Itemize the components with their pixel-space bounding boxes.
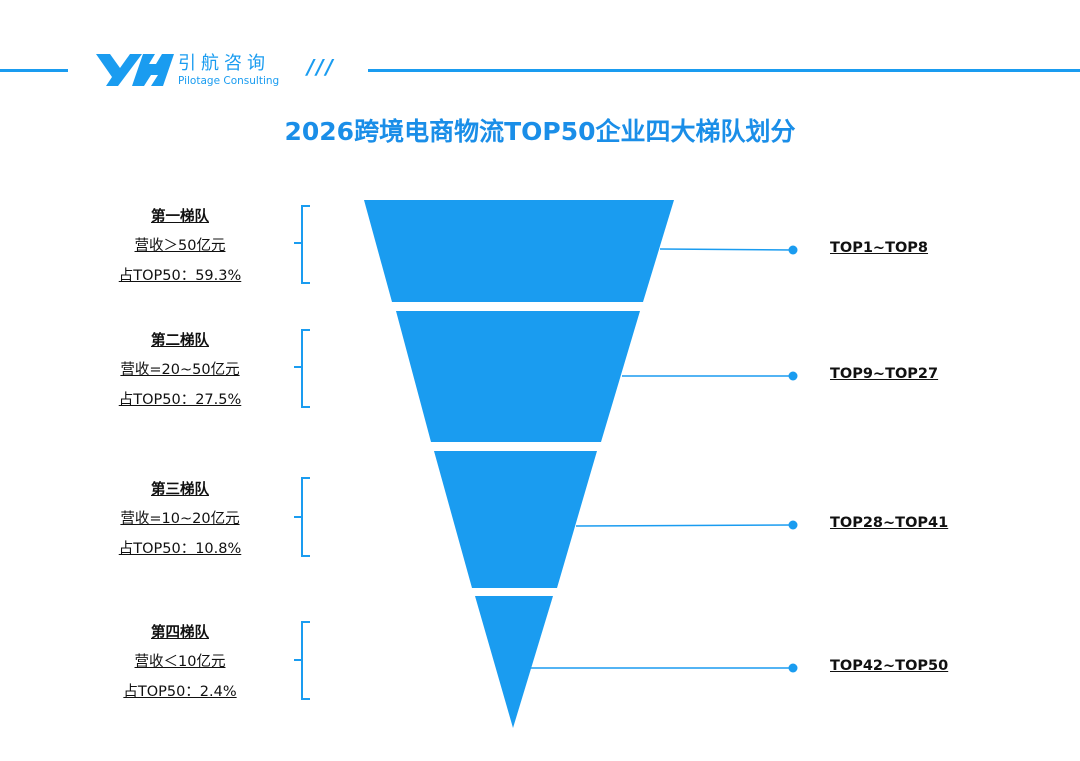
connector-tier-3 — [575, 520, 798, 530]
brand-name-en: Pilotage Consulting — [178, 75, 280, 87]
tier-4-share: 占TOP50：2.4% — [123, 684, 237, 700]
tier-4-rank-range: TOP42~TOP50 — [830, 658, 949, 674]
yh-logo-icon — [96, 54, 174, 86]
tier-3-share: 占TOP50：10.8% — [118, 541, 242, 557]
tier-3-revenue: 营收=10~20亿元 — [120, 511, 240, 527]
tier-1-name: 第一梯队 — [151, 209, 209, 225]
tier-4-name: 第四梯队 — [151, 625, 209, 641]
connector-tier-1 — [659, 245, 798, 255]
connector-tier-2 — [622, 371, 798, 381]
bracket-tier-3 — [294, 477, 310, 557]
brand-name-cn: 引航咨询 — [178, 53, 270, 74]
bracket-tier-4 — [294, 621, 310, 700]
tier-2-share: 占TOP50：27.5% — [118, 392, 242, 408]
page-title: 2026跨境电商物流TOP50企业四大梯队划分 — [284, 117, 796, 146]
tier-2-name: 第二梯队 — [151, 333, 209, 349]
tier-2-revenue: 营收=20~50亿元 — [120, 362, 240, 378]
tier-2-rank-range: TOP9~TOP27 — [830, 366, 939, 382]
funnel-tier-4 — [475, 596, 553, 728]
tier-1-rank-range: TOP1~TOP8 — [830, 240, 929, 256]
bracket-tier-2 — [294, 329, 310, 408]
header-line-left — [0, 69, 68, 72]
tier-3-name: 第三梯队 — [151, 482, 209, 498]
connector-tier-4 — [530, 663, 798, 673]
header-slashes: /// — [307, 55, 335, 79]
tier-3-rank-range: TOP28~TOP41 — [830, 515, 949, 531]
funnel-tier-2 — [396, 311, 640, 442]
tier-1-share: 占TOP50：59.3% — [118, 268, 242, 284]
bracket-tier-1 — [294, 205, 310, 284]
header-line-right — [368, 69, 1080, 72]
funnel-tier-1 — [364, 200, 674, 302]
tier-4-revenue: 营收＜10亿元 — [134, 654, 226, 670]
funnel-tier-3 — [434, 451, 597, 588]
tier-1-revenue: 营收＞50亿元 — [134, 238, 226, 254]
